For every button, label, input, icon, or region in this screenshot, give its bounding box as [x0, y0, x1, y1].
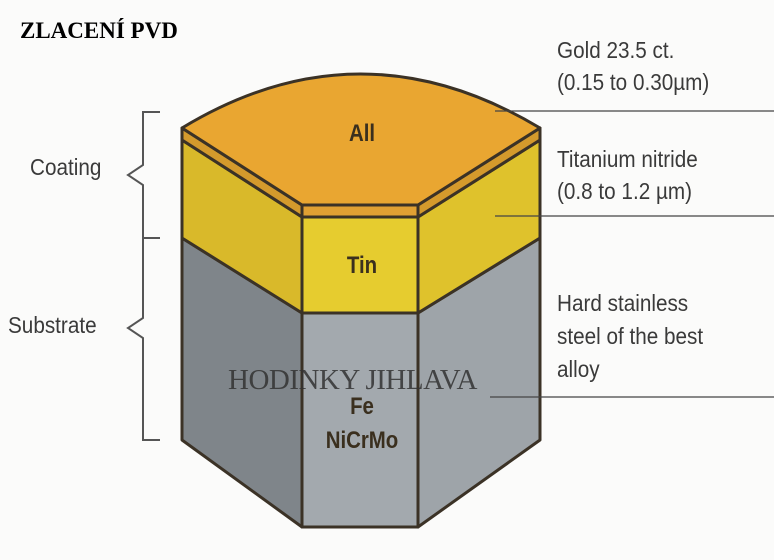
brackets [126, 111, 160, 441]
gold-layer-label: All [348, 120, 376, 147]
gold-annotation-line2: (0.15 to 0.30µm) [557, 69, 710, 95]
substrate-label: Substrate [8, 312, 97, 338]
tin-layer-label: Tin [346, 252, 378, 279]
steel-annotation-line2: steel of the best [557, 323, 704, 349]
steel-annotation-line3: alloy [557, 356, 600, 382]
tin-annotation-line2: (0.8 to 1.2 µm) [557, 178, 693, 204]
watermark: HODINKY JIHLAVA [228, 364, 477, 396]
coating-label: Coating [30, 154, 102, 180]
gold-front-band [300, 203, 420, 219]
tin-annotation-line1: Titanium nitride [557, 146, 698, 172]
steel-layer-label-1: Fe [350, 393, 374, 420]
steel-layer-label-2: NiCrMo [325, 427, 399, 454]
gold-annotation-line1: Gold 23.5 ct. [557, 37, 675, 63]
gold-top-surface [180, 72, 542, 207]
page-title: ZLACENÍ PVD [20, 18, 178, 43]
substrate-bracket [126, 237, 160, 441]
leader-lines [490, 110, 774, 398]
steel-annotation-line1: Hard stainless [557, 290, 689, 316]
coating-bracket [126, 111, 160, 239]
